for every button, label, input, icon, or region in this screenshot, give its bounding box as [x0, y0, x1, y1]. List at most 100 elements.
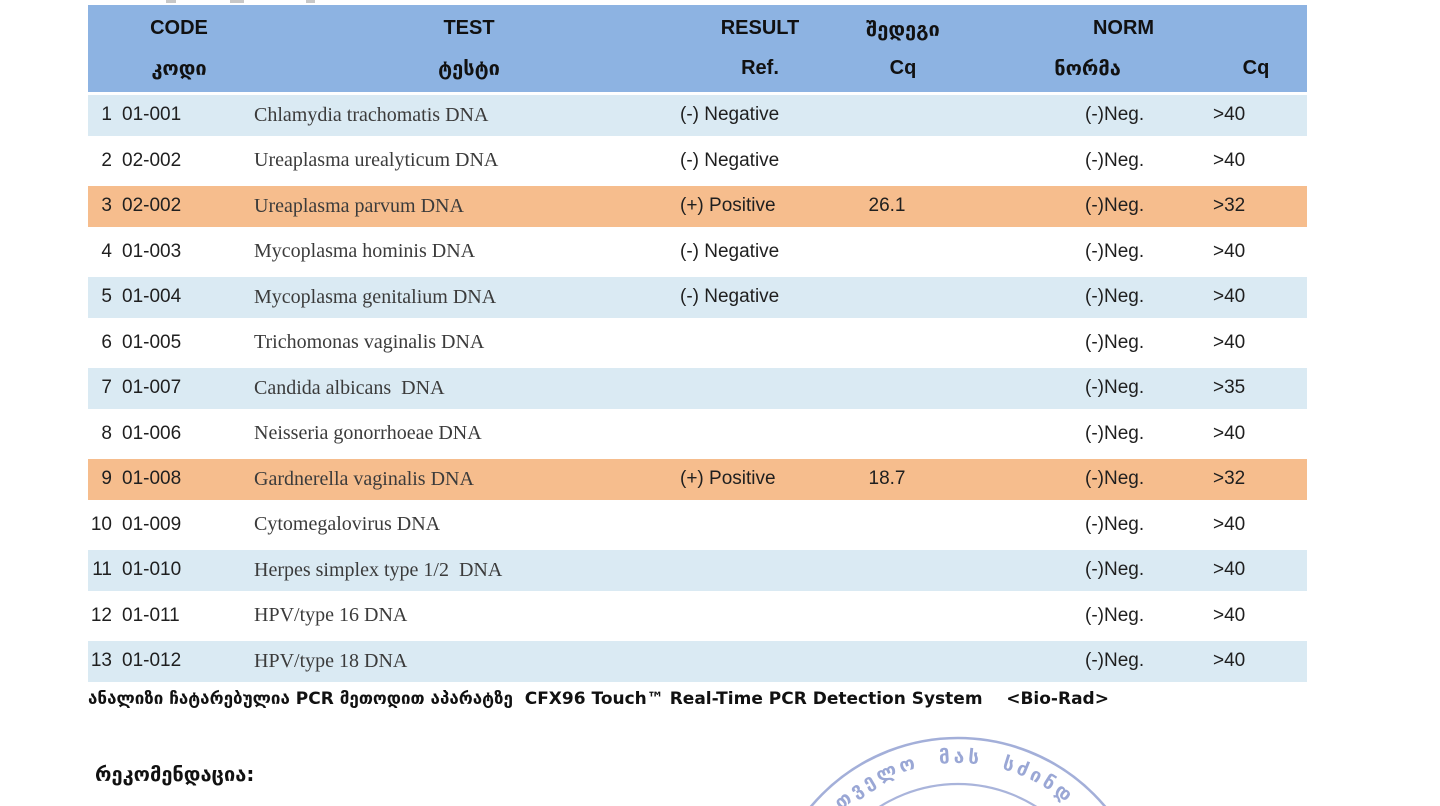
test-name: Mycoplasma genitalium DNA — [254, 285, 497, 308]
norm-value: (-)Neg. — [1085, 195, 1145, 217]
table-header: CODE TEST RESULT შედეგი NORM კოდი ტესტი … — [88, 5, 1307, 92]
test-code: 01-010 — [122, 559, 182, 581]
test-result: (+) Positive — [680, 468, 776, 490]
table-row: 2 02-002 Ureaplasma urealyticum DNA (-) … — [88, 137, 1307, 183]
header-shedegi: შედეგი — [866, 16, 940, 41]
test-name: Trichomonas vaginalis DNA — [254, 331, 485, 354]
test-code: 01-004 — [122, 286, 182, 308]
test-code: 01-007 — [122, 377, 182, 399]
header-cq: Cq — [889, 56, 917, 79]
test-code: 01-006 — [122, 422, 182, 444]
norm-value: (-)Neg. — [1085, 422, 1145, 444]
norm-value: (-)Neg. — [1085, 604, 1145, 626]
test-name: Cytomegalovirus DNA — [254, 513, 441, 536]
norm-value: (-)Neg. — [1085, 104, 1145, 126]
norm-cq-value: >40 — [1213, 559, 1246, 581]
norm-value: (-)Neg. — [1085, 377, 1145, 399]
row-number: 2 — [101, 149, 112, 171]
table-row: 13 01-012 HPV/type 18 DNA (-)Neg. >40 — [88, 638, 1307, 684]
row-number: 9 — [101, 468, 112, 490]
test-code: 02-002 — [122, 195, 182, 217]
norm-value: (-)Neg. — [1085, 513, 1145, 535]
row-number: 7 — [101, 377, 112, 399]
norm-value: (-)Neg. — [1085, 149, 1145, 171]
stamp-arc-text: თველო მას სძინდ — [830, 746, 1079, 806]
table-row: 8 01-006 Neisseria gonorrhoeae DNA (-)Ne… — [88, 410, 1307, 456]
header-norm-cq: Cq — [1242, 56, 1270, 79]
test-name: Chlamydia trachomatis DNA — [254, 103, 489, 126]
table-row: 11 01-010 Herpes simplex type 1/2 DNA (-… — [88, 547, 1307, 593]
recommendation-label: რეკომენდაცია: — [95, 762, 255, 786]
table-row: 9 01-008 Gardnerella vaginalis DNA (+) P… — [88, 456, 1307, 502]
header-code: CODE — [150, 17, 208, 39]
cropped-text-artifact — [230, 0, 244, 3]
table-row: 3 02-002 Ureaplasma parvum DNA (+) Posit… — [88, 183, 1307, 229]
test-name: Candida albicans DNA — [254, 376, 445, 399]
header-norma: ნორმა — [1054, 56, 1121, 80]
norm-value: (-)Neg. — [1085, 331, 1145, 353]
norm-value: (-)Neg. — [1085, 286, 1145, 308]
test-name: Mycoplasma hominis DNA — [254, 240, 476, 263]
norm-cq-value: >40 — [1213, 604, 1246, 626]
norm-cq-value: >32 — [1213, 468, 1246, 490]
result-cq-value: 18.7 — [868, 468, 906, 490]
norm-value: (-)Neg. — [1085, 468, 1145, 490]
test-name: Gardnerella vaginalis DNA — [254, 467, 474, 490]
norm-value: (-)Neg. — [1085, 559, 1145, 581]
norm-cq-value: >40 — [1213, 331, 1246, 353]
test-name: Herpes simplex type 1/2 DNA — [254, 558, 503, 581]
norm-cq-value: >40 — [1213, 513, 1246, 535]
norm-cq-value: >40 — [1213, 650, 1246, 672]
row-number: 6 — [101, 331, 112, 353]
test-result: (-) Negative — [680, 149, 780, 171]
test-result: (-) Negative — [680, 240, 780, 262]
row-number: 13 — [90, 650, 112, 672]
header-norm: NORM — [1092, 17, 1155, 39]
header-testi: ტესტი — [438, 56, 500, 80]
test-code: 01-005 — [122, 331, 182, 353]
table-row: 6 01-005 Trichomonas vaginalis DNA (-)Ne… — [88, 319, 1307, 365]
test-code: 01-001 — [122, 104, 182, 126]
stamp-inner-ring — [878, 782, 1038, 806]
row-number: 12 — [90, 604, 112, 626]
norm-cq-value: >40 — [1213, 240, 1246, 262]
norm-value: (-)Neg. — [1085, 240, 1145, 262]
test-result: (-) Negative — [680, 286, 780, 308]
test-name: Ureaplasma urealyticum DNA — [254, 149, 499, 172]
row-number: 8 — [101, 422, 112, 444]
test-code: 01-008 — [122, 468, 182, 490]
header-result: RESULT — [720, 17, 800, 39]
norm-cq-value: >40 — [1213, 422, 1246, 444]
table-row: 10 01-009 Cytomegalovirus DNA (-)Neg. >4… — [88, 501, 1307, 547]
test-code: 01-012 — [122, 650, 182, 672]
stamp-seal-graphic: თველო მას სძინდ — [809, 736, 1107, 806]
result-cq-value: 26.1 — [868, 195, 906, 217]
test-code: 01-011 — [122, 604, 180, 626]
row-number: 5 — [101, 286, 112, 308]
test-code: 01-009 — [122, 513, 182, 535]
cropped-text-artifact — [306, 0, 315, 3]
table-row: 12 01-011 HPV/type 16 DNA (-)Neg. >40 — [88, 592, 1307, 638]
test-name: Ureaplasma parvum DNA — [254, 194, 464, 217]
pcr-results-table: CODE TEST RESULT შედეგი NORM კოდი ტესტი … — [88, 5, 1307, 684]
norm-cq-value: >32 — [1213, 195, 1246, 217]
norm-cq-value: >40 — [1213, 149, 1246, 171]
lab-stamp: თველო მას სძინდ — [760, 727, 1160, 806]
header-row-ka: კოდი ტესტი Ref. Cq ნორმა Cq — [88, 48, 1307, 92]
header-row-en: CODE TEST RESULT შედეგი NORM — [88, 5, 1307, 48]
cropped-text-artifact — [166, 0, 176, 3]
test-name: HPV/type 16 DNA — [254, 604, 408, 627]
norm-value: (-)Neg. — [1085, 650, 1145, 672]
test-name: HPV/type 18 DNA — [254, 649, 408, 672]
stamp-outer-ring — [809, 736, 1107, 806]
test-result: (-) Negative — [680, 104, 780, 126]
row-number: 10 — [90, 513, 112, 535]
table-row: 1 01-001 Chlamydia trachomatis DNA (-) N… — [88, 92, 1307, 138]
row-number: 4 — [101, 240, 112, 262]
test-code: 02-002 — [122, 149, 182, 171]
analysis-method-note: ანალიზი ჩატარებულია PCR მეთოდით აპარატზე… — [88, 689, 1109, 709]
header-ref: Ref. — [741, 56, 779, 79]
table-row: 5 01-004 Mycoplasma genitalium DNA (-) N… — [88, 274, 1307, 320]
table-row: 4 01-003 Mycoplasma hominis DNA (-) Nega… — [88, 228, 1307, 274]
